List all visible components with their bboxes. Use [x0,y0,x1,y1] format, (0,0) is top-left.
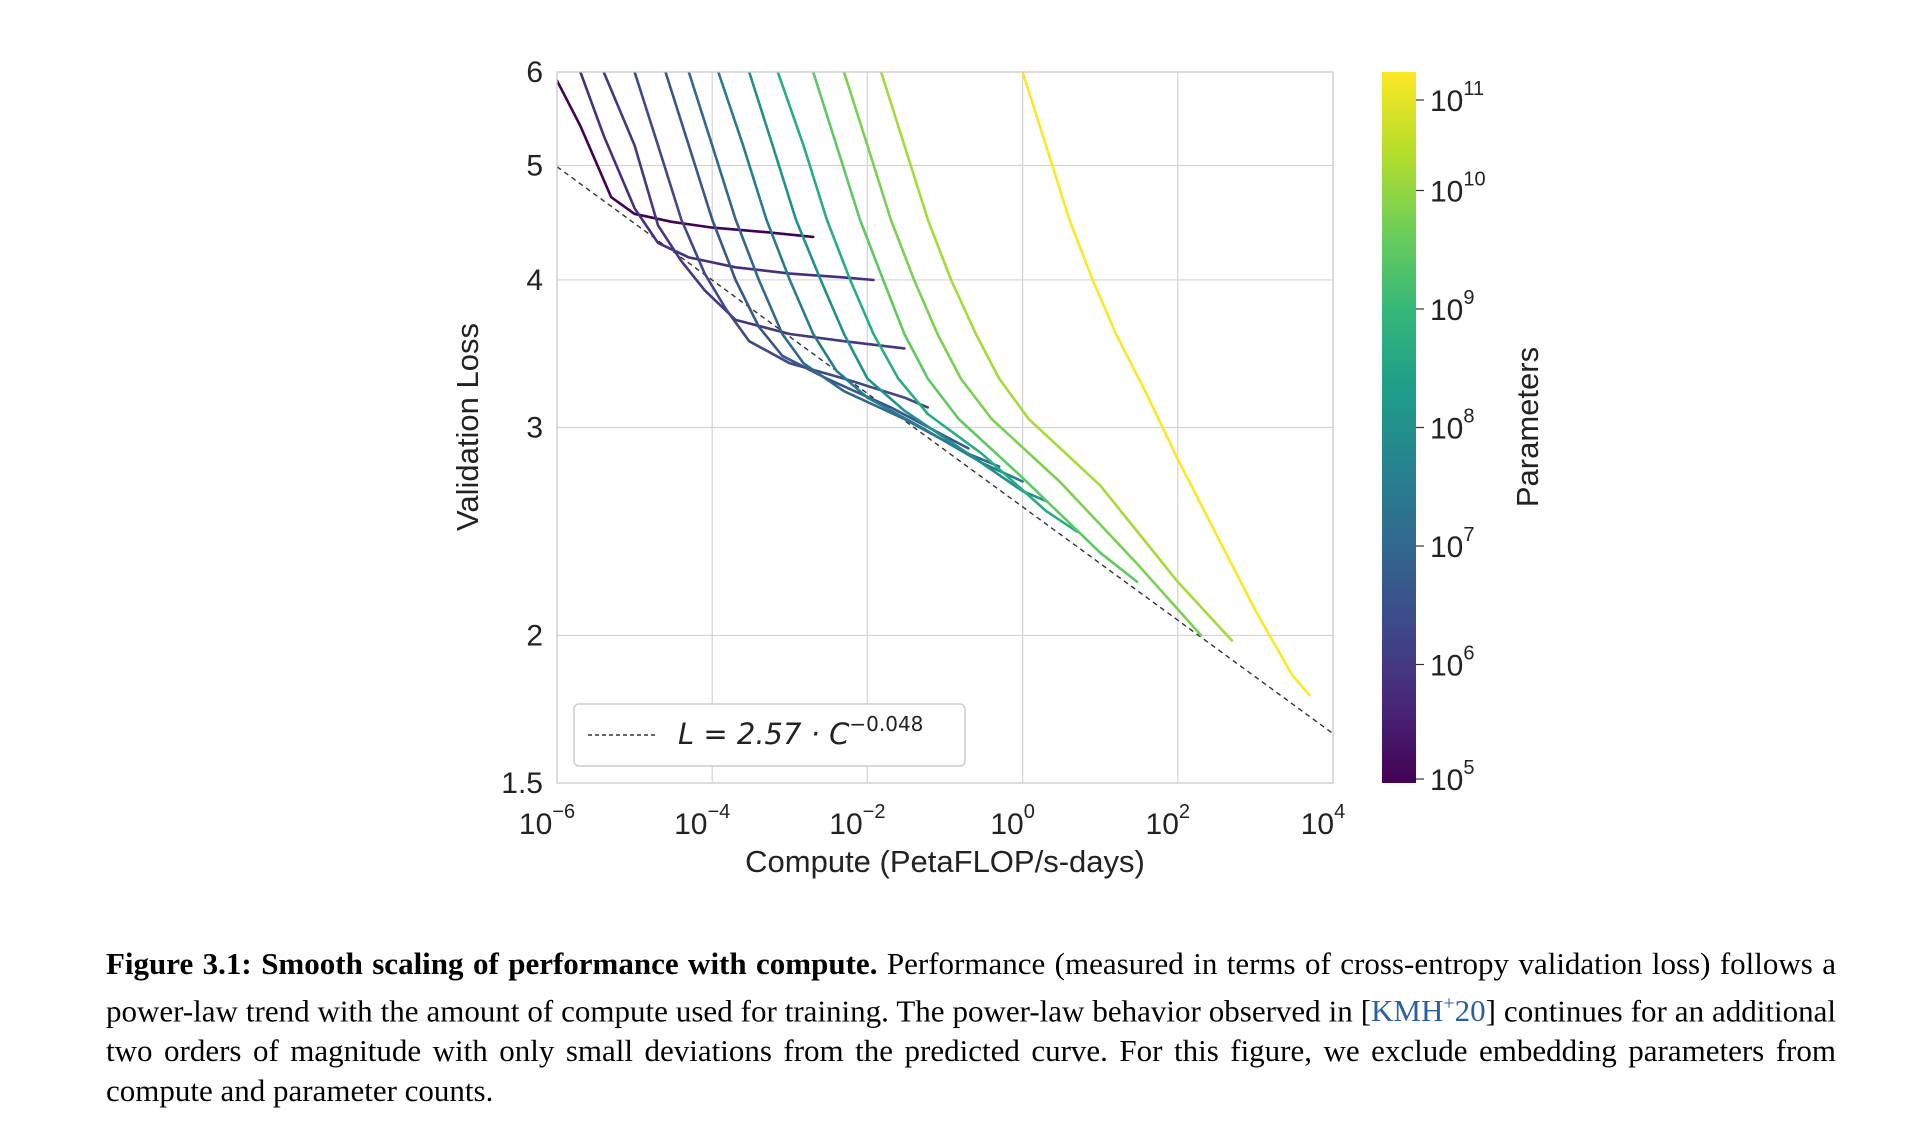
caption-title: Smooth scaling of performance with compu… [261,946,877,981]
series-line-0 [557,81,813,237]
trend-line [557,167,1333,734]
x-axis-title: Compute (PetaFLOP/s-days) [745,844,1145,879]
colorbar-tick-label: 1010 [1430,169,1486,209]
series-line-9 [813,72,1137,582]
y-tick-labels: 1.5 2 3 4 5 6 [501,56,543,800]
citation-sup: + [1443,993,1454,1015]
series-line-8 [778,72,1077,531]
legend: L = 2.57 · C−0.048 [574,704,965,766]
series-line-1 [580,72,873,280]
citation-link[interactable]: KMH+20 [1371,993,1486,1028]
chart-figure: 10−6 10−4 10−2 100 102 104 1.5 2 3 4 5 6 Compute (… [0,0,1930,930]
y-tick-label: 3 [526,412,543,445]
y-axis-title: Validation Loss [450,323,485,531]
colorbar-title: Parameters [1510,347,1545,507]
colorbar: 105 106 107 108 109 1010 1011 Parameters [1382,72,1545,797]
x-tick-labels: 10−6 10−4 10−2 100 102 104 [519,801,1345,841]
legend-equation: L = 2.57 · C [678,717,850,751]
y-tick-label: 5 [526,150,543,183]
y-tick-label: 2 [526,619,543,652]
figure-caption: Figure 3.1: Smooth scaling of performanc… [106,944,1836,1111]
x-tick-label: 104 [1301,801,1346,841]
trend-line-layer [557,167,1333,734]
colorbar-tick-label: 109 [1430,287,1475,327]
colorbar-tick-label: 1011 [1430,78,1484,118]
x-tick-label: 10−6 [519,801,575,841]
series-line-4 [666,72,969,448]
x-tick-label: 10−2 [829,801,885,841]
y-tick-label: 6 [526,56,543,89]
citation-year: 20 [1455,993,1486,1028]
colorbar-tick-label: 107 [1430,524,1475,564]
x-tick-label: 100 [990,801,1035,841]
series-line-3 [635,72,928,407]
caption-label: Figure 3.1: [106,946,252,981]
colorbar-gradient [1382,72,1416,783]
series-line-11 [881,72,1232,641]
colorbar-tick-label: 105 [1430,757,1475,797]
colorbar-tick-label: 108 [1430,406,1475,446]
x-tick-label: 102 [1146,801,1191,841]
y-tick-label: 1.5 [501,767,543,800]
colorbar-ticks: 105 106 107 108 109 1010 1011 [1416,78,1486,797]
series-line-5 [689,72,999,467]
legend-exponent: −0.048 [849,712,923,736]
y-tick-label: 4 [526,264,543,297]
colorbar-tick-label: 106 [1430,643,1475,683]
x-tick-label: 10−4 [674,801,730,841]
citation-main: KMH [1371,993,1443,1028]
series-line-6 [718,72,1022,482]
